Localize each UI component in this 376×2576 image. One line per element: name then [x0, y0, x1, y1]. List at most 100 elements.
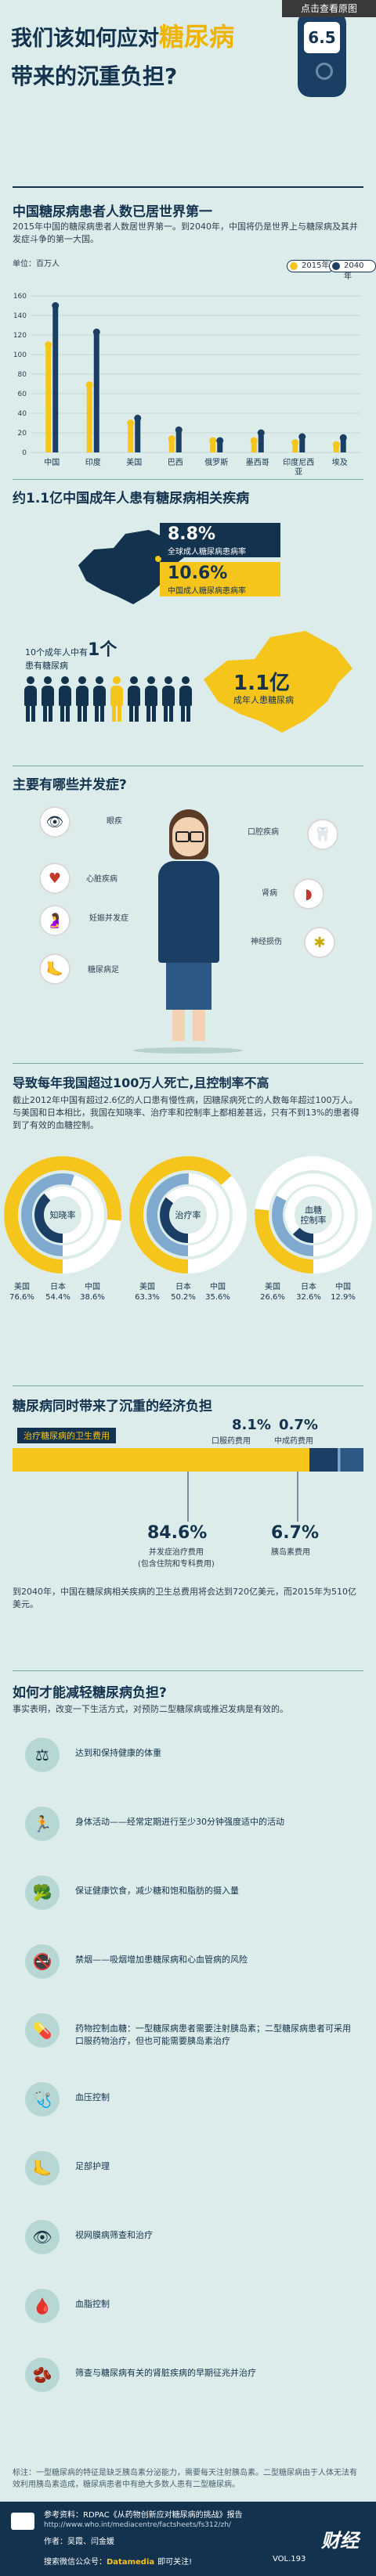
stat1-label: 全球成人糖尿病患病率: [168, 548, 246, 557]
foot-shadow: [133, 1047, 243, 1054]
section1-top-rule: [13, 186, 363, 188]
strategy-text: 达到和保持健康的体重: [75, 1748, 161, 1758]
cost-complication-pct: 84.6%: [147, 1523, 208, 1543]
cost-oral-label: 口服药费用: [212, 1437, 251, 1446]
legend-2015-label: 2015年: [302, 261, 330, 270]
strategy-list: ⚖ 达到和保持健康的体重 🏃 身体活动——经常定期进行至少30分钟强度适中的活动 🥦 保证…: [0, 1738, 376, 2426]
cost-bar-label: 治疗糖尿病的卫生费用: [17, 1428, 116, 1443]
donut-arc-us: [255, 1156, 372, 1274]
donut-value-us: 美国 26.6%: [260, 1283, 285, 1302]
footer-book-icon: [11, 2513, 34, 2530]
donut-arc-jp: [272, 1173, 355, 1256]
section3-title: 主要有哪些并发症?: [13, 777, 127, 793]
donut-value-us: 美国 76.6%: [9, 1283, 34, 1302]
y-tick-label: 60: [18, 391, 27, 398]
broccoli-icon: 🥦: [25, 1875, 60, 1910]
header: 我们该如何应对糖尿病 带来的沉重负担? 6.5 点击查看原图: [0, 0, 376, 119]
section2: 约1.1亿中国成年人患有糖尿病相关疾病 8.8% 全球成人糖尿病患病率 10.6…: [0, 479, 376, 761]
cost-tcm-label: 中成药费用: [274, 1437, 313, 1446]
people-row: [24, 676, 204, 726]
donut-value-cn: 中国 35.6%: [205, 1283, 230, 1302]
wechat-label: 搜索微信公众号：: [44, 2558, 107, 2567]
donut-arc-cn: [34, 1187, 91, 1243]
section5: 糖尿病同时带来了沉重的经济负担 治疗糖尿病的卫生费用 8.1% 口服药费用 0.…: [0, 1385, 376, 1670]
cost-segment-oral: [309, 1448, 338, 1472]
donut-value-jp: 日本 32.6%: [296, 1283, 321, 1302]
section6-desc: 事实表明，改变一下生活方式，对预防二型糖尿病或推迟发病是有效的。: [13, 1704, 288, 1714]
y-tick-label: 40: [18, 410, 27, 418]
complication-nerve: 神经损伤: [251, 938, 282, 946]
people-num: 1个: [88, 640, 118, 660]
donut-arc-us: [129, 1156, 247, 1274]
pill-icon: 💊: [25, 2013, 60, 2048]
bar-2040: [299, 437, 306, 452]
header-title-line1: 我们该如何应对糖尿病: [11, 17, 234, 53]
blood-pressure-icon: 🩺: [25, 2082, 60, 2117]
bar-2040: [340, 438, 346, 452]
wechat-name: Datamedia: [107, 2558, 155, 2567]
cost-insulin-pct: 6.7%: [271, 1523, 320, 1543]
section4-desc: 截止2012年中国有超过2.6亿的人口患有慢性病，因糖尿病死亡的人数每年超过10…: [13, 1095, 360, 1130]
cost-connectors: [187, 1472, 298, 1522]
section1-unit: 单位：百万人: [13, 260, 60, 268]
y-tick-label: 100: [13, 351, 27, 359]
footer-wechat: 搜索微信公众号：Datamedia 即可关注!: [44, 2555, 192, 2567]
bar-cap-dot: [92, 328, 100, 336]
person-icon: [41, 676, 55, 723]
section1-desc: 2015年中国的糖尿病患者人数居世界第一。到2040年，中国将仍是世界上与糖尿病…: [13, 222, 358, 244]
complication-heart: 心脏疾病: [86, 875, 118, 884]
bar-cap-dot: [52, 302, 60, 309]
strategy-note: 标注：一型糖尿病的特征是缺乏胰岛素分泌能力，需要每天注射胰岛素。二型糖尿病由于人…: [13, 2469, 357, 2489]
x-tick-label: 印度尼西: [283, 457, 314, 467]
glucose-meter-icon: 6.5: [298, 0, 346, 97]
people-caption: 10个成年人中有1个: [25, 636, 117, 661]
bar-cap-dot: [127, 420, 135, 427]
ref-url[interactable]: http://www.who.int/mediacentre/factsheet…: [44, 2521, 231, 2529]
bar-cap-dot: [291, 439, 299, 446]
section2-rule: [13, 479, 363, 480]
bar-cap-dot: [175, 426, 183, 434]
person-highlight-icon: [110, 676, 124, 723]
tooth-icon: 🦷: [307, 819, 338, 850]
person-icon: [75, 676, 89, 723]
footer-author: 作者：吴霞、闫金媛: [44, 2538, 114, 2546]
y-tick-label: 120: [13, 332, 27, 340]
x-tick-label: 亚: [295, 468, 302, 477]
donut-arc-jp: [146, 1173, 230, 1256]
donut-value-us: 美国 63.3%: [135, 1283, 160, 1302]
bar-2015: [333, 445, 339, 452]
complication-kidney: 肾病: [262, 889, 277, 898]
person-icon: [58, 676, 72, 723]
view-original-button[interactable]: 点击查看原图: [282, 0, 376, 17]
bar-2040: [175, 430, 182, 452]
section2-title: 约1.1亿中国成年人患有糖尿病相关疾病: [13, 491, 250, 506]
bar-cap-dot: [45, 341, 52, 348]
strategy-text: 足部护理: [75, 2161, 110, 2171]
complication-foot: 糖尿病足: [88, 966, 119, 975]
bar-cap-dot: [85, 381, 93, 389]
complication-eye: 眼疾: [107, 817, 122, 826]
woman-figure: [154, 809, 224, 1044]
bar-cap-dot: [209, 437, 217, 445]
section4: 导致每年我国超过100万人死亡,且控制率不高 截止2012年中国有超过2.6亿的…: [0, 1063, 376, 1407]
section6-title: 如何才能减轻糖尿病负担?: [13, 1685, 167, 1701]
person-icon: [144, 676, 158, 723]
bar-cap-dot: [250, 437, 258, 445]
x-tick-label: 埃及: [332, 457, 348, 467]
x-tick-label: 美国: [126, 457, 142, 467]
donut-center-label: 治疗率: [175, 1209, 201, 1220]
bar-2015: [292, 442, 298, 452]
people-text1: 10个成年人中有: [25, 647, 88, 658]
foot-icon: 🦶: [39, 953, 70, 985]
bar-cap-dot: [339, 434, 347, 441]
bar-cap-dot: [257, 429, 265, 437]
map-label: 成年人患糖尿病: [233, 695, 294, 705]
donut-value-cn: 中国 38.6%: [80, 1283, 105, 1302]
header-title-line2: 带来的沉重负担?: [11, 63, 178, 89]
section5-rule: [13, 1385, 363, 1386]
footer: 参考资料：RDPAC《从药物创新应对糖尿病的挑战》报告 http://www.w…: [0, 2502, 376, 2576]
donut-center-label: 控制率: [301, 1215, 327, 1226]
strategy-text: 血脂控制: [75, 2299, 110, 2309]
y-tick-label: 160: [13, 293, 27, 301]
